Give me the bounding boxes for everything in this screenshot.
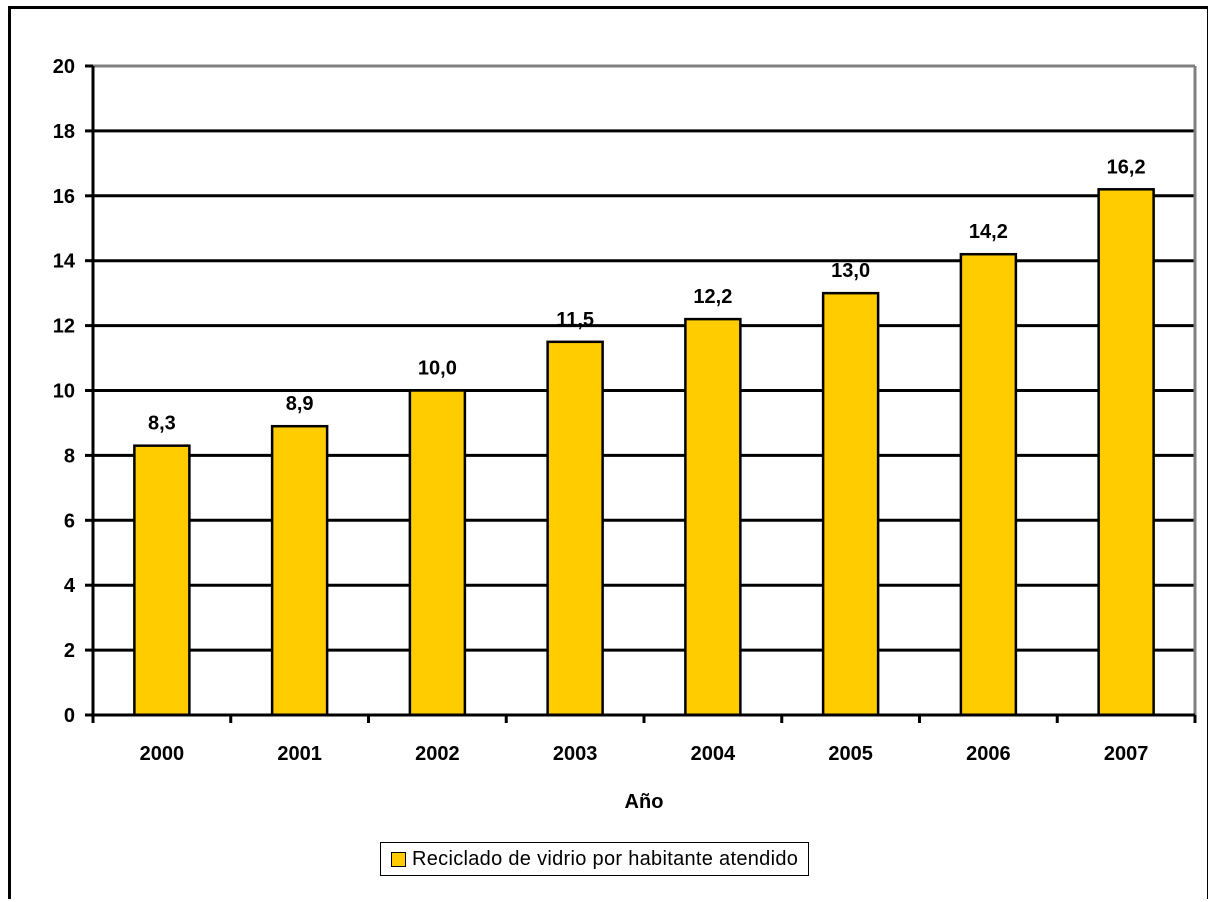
bar-2004	[684, 317, 742, 717]
data-label-2000: 8,3	[148, 413, 176, 435]
data-labels: 8,3 8,9 10,0 11,5 12,2 13,0 14,2 16,2	[148, 156, 1146, 434]
y-tick-label-20: 20	[53, 56, 75, 78]
x-tick-label-2004: 2004	[691, 743, 736, 765]
x-tick-label-2002: 2002	[415, 743, 460, 765]
gridlines	[93, 64, 1195, 652]
y-tick-label-2: 2	[64, 640, 75, 662]
data-label-2005: 13,0	[831, 260, 870, 282]
y-tick-label-14: 14	[53, 251, 76, 273]
bar-2007	[1097, 188, 1155, 717]
bar-2003	[546, 340, 604, 717]
x-tick-label-2005: 2005	[828, 743, 873, 765]
x-tick-label-2006: 2006	[966, 743, 1011, 765]
y-tick-labels: 0 2 4 6 8 10 12 14 16 18 20	[53, 56, 76, 727]
y-tick-label-6: 6	[64, 510, 75, 532]
legend: Reciclado de vidrio por habitante atendi…	[380, 842, 810, 876]
data-label-2006: 14,2	[969, 221, 1008, 243]
y-tick-label-18: 18	[53, 121, 75, 143]
legend-label: Reciclado de vidrio por habitante atendi…	[412, 847, 799, 870]
y-tick-label-8: 8	[64, 445, 75, 467]
data-label-2004: 12,2	[693, 286, 732, 308]
bar-2001	[270, 424, 329, 717]
x-tick-labels: 2000 2001 2002 2003 2004 2005 2006 2007	[140, 743, 1149, 765]
bar-2000	[133, 444, 191, 717]
data-label-2007: 16,2	[1107, 156, 1146, 178]
legend-swatch	[391, 851, 406, 867]
y-tick-label-0: 0	[64, 705, 75, 727]
axes	[85, 64, 1197, 723]
bar-2002	[408, 389, 467, 717]
x-axis-title: Año	[625, 791, 664, 813]
y-tick-label-10: 10	[53, 381, 75, 403]
chart-frame: 0 2 4 6 8 10 12 14 16 18 20 2000 2001 2002 2003 2004 20…	[8, 6, 1208, 899]
bar-2006	[959, 252, 1018, 717]
data-label-2001: 8,9	[286, 393, 314, 415]
bar-2005	[821, 291, 880, 717]
data-label-2003: 11,5	[556, 309, 594, 331]
x-tick-label-2001: 2001	[277, 743, 322, 765]
y-tick-label-16: 16	[53, 186, 75, 208]
data-label-2002: 10,0	[418, 358, 457, 380]
y-tick-label-12: 12	[53, 316, 75, 338]
x-tick-label-2003: 2003	[553, 743, 598, 765]
x-tick-label-2000: 2000	[140, 743, 185, 765]
bars	[133, 188, 1155, 717]
y-tick-label-4: 4	[64, 575, 76, 597]
x-tick-label-2007: 2007	[1104, 743, 1149, 765]
